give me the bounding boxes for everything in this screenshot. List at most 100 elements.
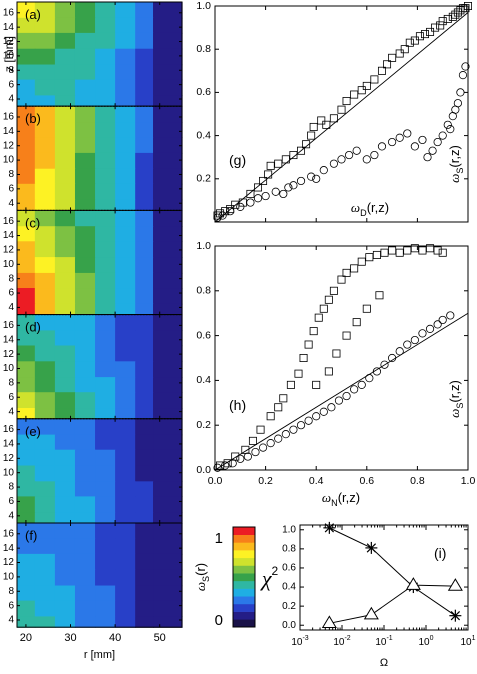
square-marker (254, 183, 263, 192)
contour-cell (115, 553, 136, 571)
y-tick-label: 16 (3, 320, 15, 331)
contour-cell (135, 288, 154, 305)
contour-cell (135, 95, 154, 107)
square-marker (370, 75, 379, 84)
contour-cell (115, 2, 136, 19)
contour-cell (34, 226, 56, 242)
contour-cell (115, 330, 136, 347)
contour-cell (74, 272, 96, 289)
square-marker (322, 120, 331, 129)
contour-cell (17, 330, 36, 347)
square-marker (259, 176, 268, 185)
contour-cell (54, 314, 76, 332)
x-tick-exponent: 0 (430, 635, 434, 642)
contour-cell (34, 272, 56, 289)
circle-marker (403, 129, 412, 138)
asterisk-stroke (366, 543, 377, 553)
contour-cell (34, 330, 56, 347)
circle-marker (352, 146, 361, 155)
contour-cell (135, 79, 154, 97)
circle-marker (226, 207, 235, 216)
contour-cell (95, 137, 116, 154)
contour-cell (54, 434, 76, 451)
contour-cell (17, 314, 36, 332)
contour-cell (153, 523, 183, 540)
circle-marker (362, 155, 371, 164)
square-marker (299, 353, 308, 362)
x-tick-label: 40 (109, 632, 121, 644)
contour-cell (17, 95, 36, 107)
contour-cell (34, 32, 56, 50)
contour-cell (74, 183, 96, 201)
contour-cell (115, 272, 136, 289)
y-tick-label: 14 (3, 543, 15, 554)
circle-marker (418, 329, 427, 338)
contour-cell (153, 152, 183, 170)
contour-cell (54, 330, 76, 347)
contour-panels: (a) 4 6 8 10 12 14 16 (b) 4 6 8 10 12 14 16 (c) 4 6 8 10 12 14… (2, 1, 183, 661)
x-tick-label: 1.0 (461, 475, 476, 487)
square-marker (352, 318, 361, 327)
circle-marker (236, 202, 245, 211)
contour-cell (153, 137, 183, 154)
y-tick-label: 4 (8, 406, 14, 417)
y-tick-label: 8 (8, 169, 14, 180)
contour-cell (34, 257, 56, 274)
square-marker (357, 257, 366, 266)
contour-cell (34, 64, 56, 81)
square-marker (388, 53, 397, 62)
contour-cell (115, 600, 136, 618)
colorbar-swatch (233, 603, 255, 612)
circle-marker (236, 454, 245, 463)
contour-cell (153, 303, 183, 316)
contour-cell (74, 361, 96, 378)
contour-cell (34, 377, 56, 393)
contour-cell (74, 616, 96, 628)
contour-cell (115, 481, 136, 498)
circle-marker (312, 174, 321, 183)
circle-marker (410, 142, 419, 151)
contour-cell (153, 361, 183, 378)
contour-cell (153, 272, 183, 289)
contour-cell (115, 137, 136, 154)
contour-cell (54, 345, 76, 362)
circle-marker (344, 150, 354, 160)
contour-cell (115, 48, 136, 66)
contour-cell (135, 496, 154, 513)
contour-cell (135, 345, 154, 362)
y-tick-label: 8 (8, 586, 14, 597)
contour-cell (153, 600, 183, 618)
circle-marker (279, 189, 288, 199)
contour-cell (135, 257, 154, 274)
circle-marker (446, 311, 455, 320)
contour-cell (34, 288, 56, 305)
square-marker (266, 412, 275, 421)
triangle-marker (447, 578, 463, 591)
circle-marker (228, 459, 237, 468)
contour-cell (74, 152, 96, 170)
y-tick-label: 0.2 (196, 419, 211, 431)
y-tick-label: 0.8 (196, 43, 211, 55)
contour-cell (34, 95, 56, 107)
contour-cell (135, 616, 154, 628)
contour-cell (95, 122, 116, 138)
contour-cell (135, 314, 154, 332)
y-tick-label: 4 (8, 94, 14, 105)
contour-cell (54, 481, 76, 498)
circle-marker (329, 159, 339, 168)
contour-cell (95, 152, 116, 170)
square-marker (377, 66, 386, 75)
contour-cell (135, 168, 154, 185)
contour-cell (95, 257, 116, 274)
contour-cell (74, 377, 96, 393)
contour-cell (153, 95, 183, 107)
panel-label: (i) (434, 545, 446, 561)
contour-cell (153, 64, 183, 81)
contour-cell (95, 408, 116, 420)
contour-cell (115, 288, 136, 305)
contour-cell (153, 314, 183, 332)
contour-cell (153, 408, 183, 420)
square-marker (312, 380, 321, 389)
contour-panel: (f) 4 6 8 10 12 14 16 (3, 522, 183, 628)
contour-cell (17, 361, 36, 378)
